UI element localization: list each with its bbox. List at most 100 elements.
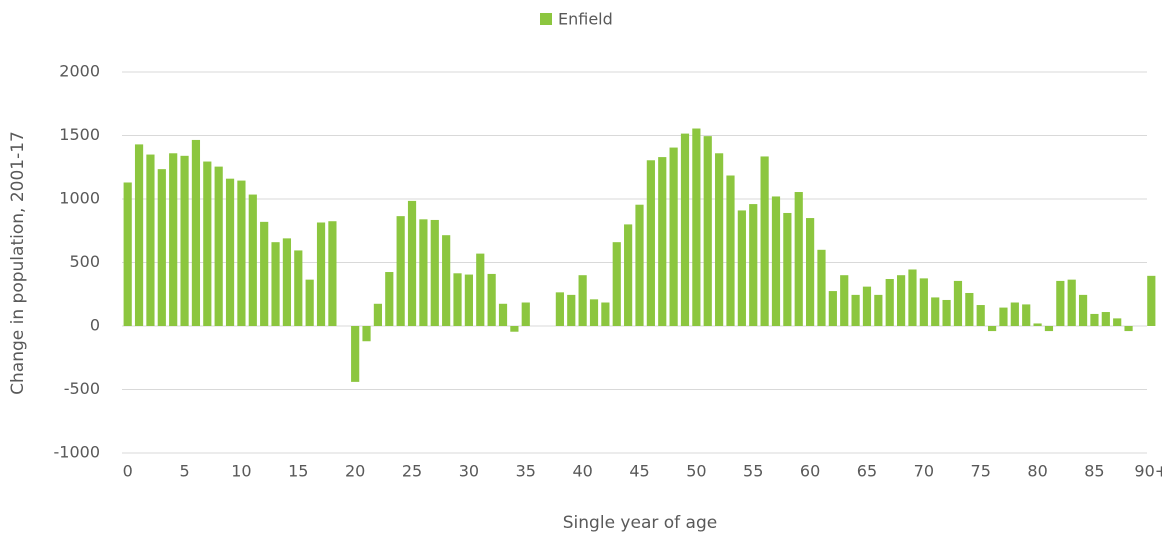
bar: [669, 147, 678, 326]
bar: [521, 302, 530, 326]
bar: [1022, 304, 1031, 326]
bar: [601, 302, 610, 326]
bar: [351, 326, 360, 382]
bar: [1067, 279, 1076, 326]
x-tick-label: 75: [971, 462, 991, 481]
bar: [510, 326, 519, 332]
bar: [430, 219, 439, 326]
bar: [1033, 323, 1042, 326]
bar: [248, 194, 257, 326]
bar: [225, 178, 235, 326]
bar: [442, 235, 451, 326]
bar: [771, 196, 781, 326]
bar: [260, 221, 269, 326]
bar: [965, 292, 974, 326]
bar: [703, 136, 712, 326]
y-tick-label: 500: [69, 252, 100, 271]
bar: [828, 291, 837, 326]
bar: [726, 175, 735, 326]
bar: [134, 144, 144, 326]
bar: [919, 278, 928, 326]
bar: [624, 224, 633, 326]
x-tick-label: 25: [402, 462, 422, 481]
legend-label: Enfield: [558, 10, 613, 29]
x-tick-label: 80: [1027, 462, 1047, 481]
bar: [1010, 302, 1019, 326]
x-tick-label: 0: [123, 462, 133, 481]
bar: [851, 294, 860, 326]
bar: [589, 299, 599, 326]
bar: [1147, 275, 1156, 326]
bar: [453, 273, 462, 326]
y-tick-label: -1000: [54, 443, 101, 462]
bar: [840, 275, 849, 326]
bar: [464, 274, 473, 326]
x-tick-label: 40: [572, 462, 592, 481]
x-tick-label: 65: [857, 462, 877, 481]
bar: [476, 253, 485, 326]
bar: [419, 219, 428, 326]
bar: [658, 157, 667, 326]
bar: [203, 161, 212, 326]
y-axis-title: Change in population, 2001-17: [8, 131, 28, 395]
bar: [146, 154, 155, 326]
bar: [1124, 326, 1133, 332]
x-axis-title: Single year of age: [563, 513, 717, 533]
bar: [362, 326, 371, 342]
x-tick-label: 15: [288, 462, 308, 481]
y-tick-label: 2000: [59, 62, 100, 81]
x-tick-label: 50: [686, 462, 706, 481]
bar: [123, 182, 132, 326]
x-tick-label: 70: [914, 462, 934, 481]
bar: [567, 294, 576, 326]
x-tick-label: 55: [743, 462, 763, 481]
x-tick-label: 45: [629, 462, 649, 481]
x-tick-label: 90+: [1134, 462, 1162, 481]
bar: [157, 169, 166, 326]
bar: [817, 249, 826, 326]
bar: [737, 210, 746, 326]
bar: [874, 294, 883, 326]
x-tick-label: 20: [345, 462, 365, 481]
bar: [1044, 326, 1054, 332]
bar: [1056, 280, 1065, 326]
bar: [214, 166, 223, 326]
bar: [305, 279, 314, 326]
bar: [169, 153, 178, 326]
bar: [498, 303, 508, 326]
bar: [862, 286, 872, 326]
x-tick-label: 10: [231, 462, 251, 481]
bar: [1078, 294, 1088, 326]
bar: [612, 242, 621, 326]
bar: [294, 250, 303, 326]
bar: [487, 273, 496, 326]
bar: [806, 218, 815, 326]
bar: [885, 279, 894, 326]
y-tick-label: -500: [64, 379, 100, 398]
bar: [635, 204, 644, 326]
x-tick-label: 60: [800, 462, 820, 481]
x-tick-label: 85: [1084, 462, 1104, 481]
bar: [749, 204, 758, 326]
x-tick-label: 35: [516, 462, 536, 481]
bar: [646, 160, 655, 326]
bar: [396, 216, 405, 326]
bar: [680, 133, 690, 326]
bar: [191, 139, 201, 326]
bar: [328, 221, 337, 326]
bar: [987, 326, 997, 332]
y-tick-label: 1000: [59, 189, 100, 208]
bar: [896, 275, 906, 326]
bar: [931, 297, 940, 326]
bar: [783, 212, 792, 326]
bar: [578, 275, 587, 326]
x-tick-label: 30: [459, 462, 479, 481]
bar: [999, 307, 1008, 326]
bar: [1113, 318, 1122, 326]
bar: [1090, 313, 1099, 326]
y-tick-label: 1500: [59, 125, 100, 144]
bar: [373, 303, 383, 326]
bar: [282, 238, 292, 326]
bar: [385, 272, 394, 326]
